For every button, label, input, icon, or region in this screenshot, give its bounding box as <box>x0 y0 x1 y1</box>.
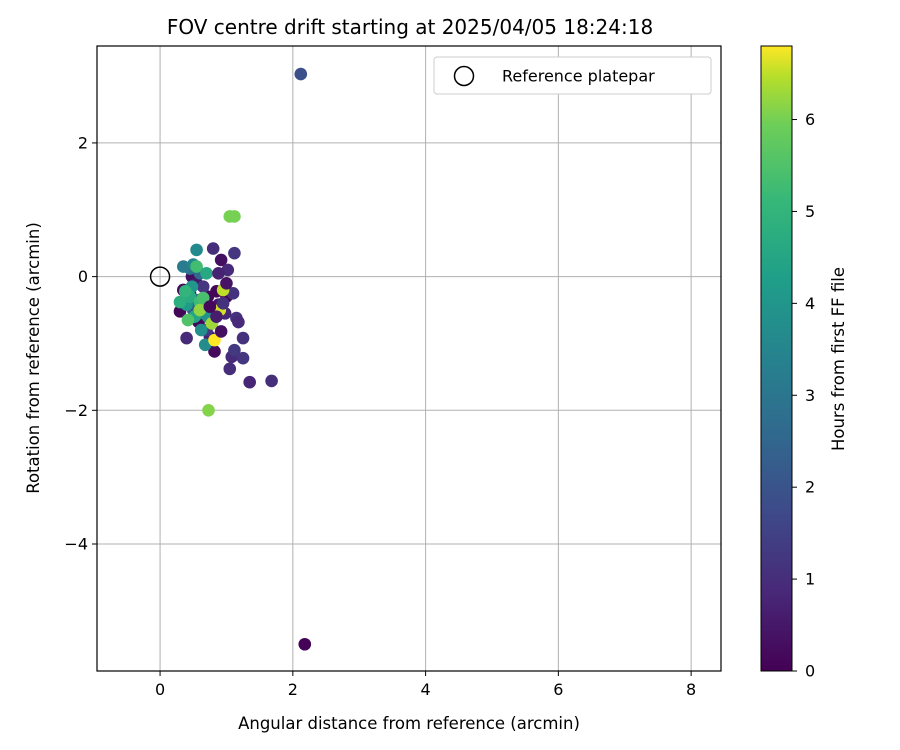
data-point <box>193 303 207 317</box>
x-tick-label: 0 <box>155 680 165 699</box>
data-point <box>208 345 221 358</box>
data-point <box>208 333 221 347</box>
data-point <box>226 287 240 300</box>
data-point <box>298 637 312 651</box>
data-point <box>198 338 212 352</box>
data-point <box>243 375 256 389</box>
colorbar-tick-label: 4 <box>805 294 815 313</box>
colorbar-gradient <box>761 46 792 671</box>
data-point <box>180 331 193 345</box>
data-point <box>214 325 228 338</box>
legend-entry-reference-platepar: Reference platepar <box>502 67 655 86</box>
x-axis-ticks: 0 2 4 6 8 <box>155 671 696 699</box>
legend-box <box>433 56 712 95</box>
data-point <box>220 276 233 290</box>
colorbar-tick-label: 6 <box>805 110 815 129</box>
colorbar-label: Hours from first FF file <box>829 267 848 451</box>
colorbar-tick-label: 2 <box>805 478 815 497</box>
y-tick-label: 2 <box>78 133 88 152</box>
data-points <box>173 67 312 651</box>
colorbar: 0 1 2 3 4 5 6 Hours from first FF file <box>760 45 848 681</box>
data-point <box>202 404 215 417</box>
colorbar-tick-label: 3 <box>805 386 815 405</box>
data-point <box>190 260 203 273</box>
colorbar-tick-label: 1 <box>805 570 815 589</box>
grid <box>97 46 721 671</box>
data-point <box>228 210 241 223</box>
y-axis-ticks: −4 −2 0 2 <box>64 133 97 553</box>
data-point <box>216 297 230 310</box>
data-point <box>294 67 308 81</box>
data-point <box>196 280 210 293</box>
colorbar-tick-label: 0 <box>805 662 815 681</box>
data-point <box>200 266 213 280</box>
data-point <box>206 242 220 255</box>
data-point <box>212 266 225 280</box>
colorbar-tick-label: 5 <box>805 202 815 221</box>
legend: Reference platepar <box>433 56 712 95</box>
reference-platepar-marker <box>149 266 171 287</box>
colorbar-frame <box>760 45 793 672</box>
data-point <box>232 315 245 329</box>
data-point <box>190 243 203 257</box>
x-axis-label: Angular distance from reference (arcmin) <box>238 714 580 733</box>
data-point <box>196 291 210 305</box>
y-tick-label: −2 <box>64 401 88 420</box>
data-point <box>228 343 241 357</box>
data-point <box>173 295 187 309</box>
y-tick-label: 0 <box>78 267 88 286</box>
x-tick-label: 8 <box>686 680 696 699</box>
data-point <box>214 253 228 267</box>
data-point <box>223 362 237 376</box>
y-axis-label: Rotation from reference (arcmin) <box>24 222 43 494</box>
colorbar-ticks: 0 1 2 3 4 5 6 <box>792 110 815 681</box>
plot-frame <box>96 45 722 672</box>
data-point <box>236 351 250 365</box>
data-point <box>265 374 278 388</box>
chart-title: FOV centre drift starting at 2025/04/05 … <box>167 15 653 39</box>
data-point <box>203 300 217 313</box>
data-point <box>210 310 223 324</box>
data-point <box>236 331 250 345</box>
data-point <box>194 323 208 337</box>
x-tick-label: 4 <box>421 680 431 699</box>
x-tick-label: 2 <box>288 680 298 699</box>
data-point <box>181 313 195 327</box>
data-point <box>178 285 192 298</box>
x-tick-label: 6 <box>553 680 563 699</box>
y-tick-label: −4 <box>64 534 88 553</box>
legend-marker-icon <box>453 65 475 87</box>
data-point <box>176 260 190 273</box>
data-point <box>228 246 241 260</box>
